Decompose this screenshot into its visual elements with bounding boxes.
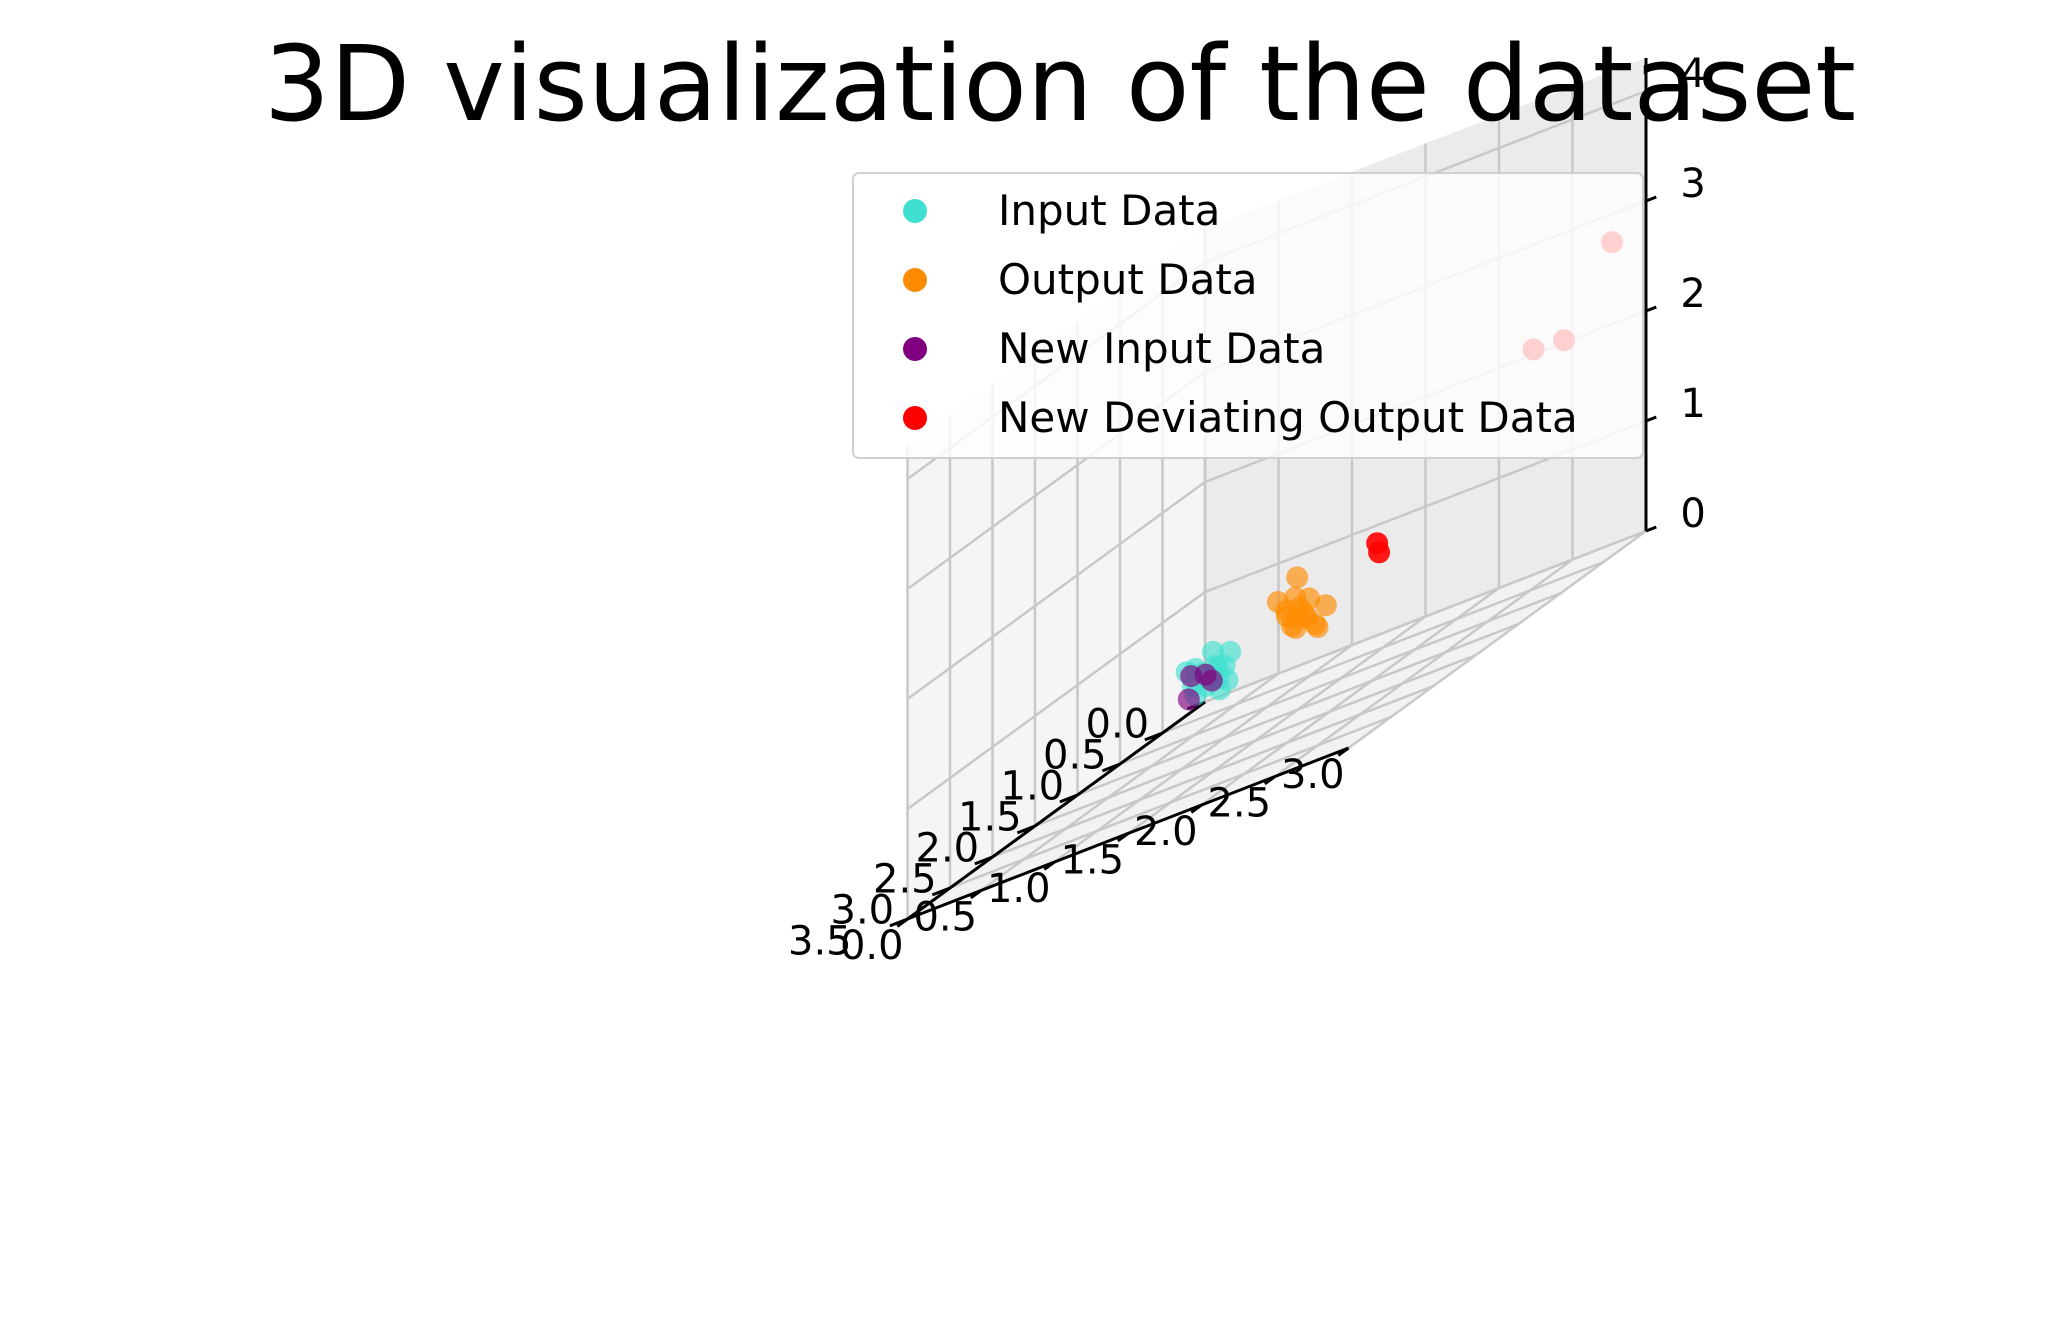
data-point bbox=[1177, 688, 1200, 711]
legend-marker bbox=[903, 268, 927, 292]
z-tick-mark bbox=[1645, 85, 1657, 93]
z-tick-label: 2 bbox=[1680, 271, 1705, 317]
z-tick-mark bbox=[1645, 525, 1657, 533]
z-tick-mark bbox=[1645, 415, 1657, 423]
y-tick-label: 1.0 bbox=[987, 866, 1051, 912]
grid-line-z-back bbox=[1204, 529, 1647, 704]
data-point bbox=[1275, 605, 1298, 628]
grid-line-y-floor bbox=[1053, 643, 1353, 864]
y-tick-label: 2.5 bbox=[1207, 781, 1271, 827]
data-point bbox=[1293, 603, 1316, 626]
x-tick-label: 0.5 bbox=[1043, 733, 1107, 779]
z-tick-mark bbox=[1645, 305, 1657, 313]
grid-line-y-floor bbox=[1347, 529, 1647, 750]
grid-line-y-floor bbox=[1127, 615, 1427, 835]
axis-lines bbox=[889, 58, 1657, 928]
y-tick-mark bbox=[1190, 803, 1203, 814]
x-tick-label: 3.0 bbox=[831, 888, 895, 934]
x-tick-label: 2.5 bbox=[873, 857, 937, 903]
grid-line-z-left bbox=[906, 480, 1206, 701]
y-tick-label: 3.0 bbox=[1281, 752, 1345, 798]
data-point bbox=[1286, 566, 1309, 589]
y-tick-mark bbox=[1337, 746, 1350, 757]
legend-marker bbox=[903, 406, 927, 430]
x-tick-mark bbox=[1101, 762, 1121, 773]
x-tick-label: 0.0 bbox=[1086, 702, 1150, 748]
grid-line-y-floor bbox=[980, 672, 1280, 892]
data-point bbox=[1219, 640, 1242, 663]
data-point bbox=[1368, 541, 1391, 564]
data-point bbox=[1200, 669, 1223, 692]
x-tick-mark bbox=[1016, 824, 1036, 835]
legend-label: New Deviating Output Data bbox=[998, 393, 1578, 442]
y-tick-mark bbox=[896, 917, 909, 928]
data-point bbox=[1201, 640, 1224, 663]
legend-marker bbox=[903, 337, 927, 361]
x-tick-mark bbox=[974, 855, 994, 866]
grid-line-z-left bbox=[906, 590, 1206, 811]
data-point bbox=[1314, 594, 1337, 617]
z-tick-label: 4 bbox=[1680, 51, 1705, 97]
y-tick-label: 0.5 bbox=[913, 895, 977, 941]
x-tick-label: 3.5 bbox=[788, 919, 852, 965]
x-tick-mark bbox=[931, 886, 951, 897]
x-tick-mark bbox=[1059, 793, 1079, 804]
y-tick-label: 0.0 bbox=[840, 923, 904, 969]
y-tick-mark bbox=[969, 889, 982, 900]
legend-box bbox=[852, 172, 1644, 459]
y-tick-mark bbox=[1263, 775, 1276, 786]
z-tick-label: 0 bbox=[1680, 491, 1705, 537]
grid-line-y-floor bbox=[1274, 558, 1574, 778]
z-tick-label: 1 bbox=[1680, 381, 1705, 427]
legend: Input Data Output Data New Input Data New D… bbox=[852, 172, 1644, 459]
x-tick-label: 2.0 bbox=[916, 826, 980, 872]
z-tick-mark bbox=[1645, 195, 1657, 203]
data-point bbox=[1180, 665, 1203, 688]
y-tick-label: 2.0 bbox=[1134, 809, 1198, 855]
grid-line-y-floor bbox=[1200, 586, 1500, 807]
x-tick-label: 1.0 bbox=[1001, 764, 1065, 810]
y-tick-label: 1.5 bbox=[1060, 838, 1124, 884]
legend-label: Input Data bbox=[998, 186, 1220, 235]
y-tick-mark bbox=[1116, 832, 1129, 843]
tick-labels: 0.00.51.01.52.02.53.03.50.00.51.01.52.02… bbox=[788, 51, 1706, 969]
legend-marker bbox=[903, 199, 927, 223]
grid-lines bbox=[906, 58, 1648, 921]
x-axis-line bbox=[906, 700, 1206, 921]
legend-label: New Input Data bbox=[998, 324, 1325, 373]
z-tick-label: 3 bbox=[1680, 161, 1705, 207]
chart-title: 3D visualization of the dataset bbox=[264, 23, 1856, 145]
x-tick-label: 1.5 bbox=[958, 795, 1022, 841]
x-tick-mark bbox=[1144, 731, 1164, 742]
legend-label: Output Data bbox=[998, 255, 1258, 304]
y-tick-mark bbox=[1043, 860, 1056, 871]
